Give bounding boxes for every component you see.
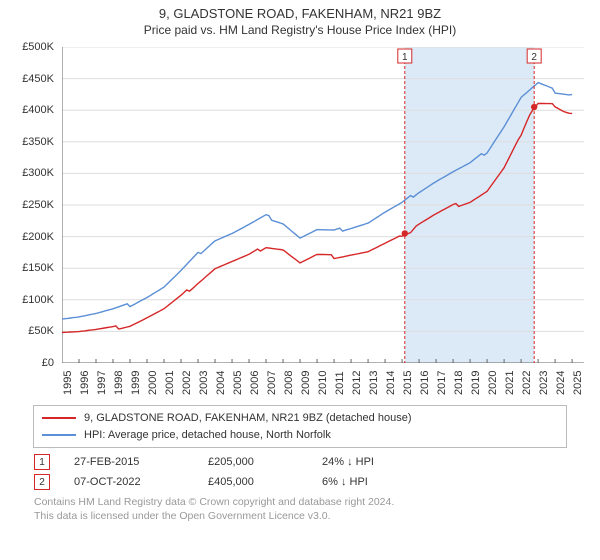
y-tick-label: £450K — [22, 73, 54, 85]
event-diff: 24% ↓ HPI — [322, 456, 412, 468]
x-tick-label: 2010 — [317, 371, 321, 395]
legend: 9, GLADSTONE ROAD, FAKENHAM, NR21 9BZ (d… — [33, 405, 567, 448]
x-tick-label: 2017 — [436, 371, 440, 395]
svg-text:2: 2 — [531, 52, 537, 63]
x-tick-label: 2009 — [300, 371, 304, 395]
x-tick-label: 1995 — [62, 371, 66, 395]
event-marker: 1 — [34, 454, 50, 470]
x-tick-label: 2024 — [555, 371, 559, 395]
y-tick-label: £350K — [22, 136, 54, 148]
page-subtitle: Price paid vs. HM Land Registry's House … — [12, 23, 588, 37]
y-tick-label: £500K — [22, 41, 54, 53]
y-tick-label: £250K — [22, 199, 54, 211]
y-tick-label: £400K — [22, 104, 54, 116]
x-tick-label: 2021 — [504, 371, 508, 395]
x-tick-label: 2002 — [181, 371, 185, 395]
x-tick-label: 2014 — [385, 371, 389, 395]
page-title: 9, GLADSTONE ROAD, FAKENHAM, NR21 9BZ — [12, 6, 588, 21]
x-tick-label: 2012 — [351, 371, 355, 395]
event-price: £405,000 — [208, 476, 298, 488]
x-axis: 1995 1996 1997 1998 1999 2000 2001 2002 2003 2004… — [62, 363, 584, 397]
legend-label: 9, GLADSTONE ROAD, FAKENHAM, NR21 9BZ (d… — [84, 410, 411, 427]
footer-line: This data is licensed under the Open Gov… — [34, 510, 566, 524]
x-tick-label: 2011 — [334, 371, 338, 395]
event-date: 27-FEB-2015 — [74, 456, 184, 468]
event-marker: 2 — [34, 474, 50, 490]
x-tick-label: 2018 — [453, 371, 457, 395]
legend-label: HPI: Average price, detached house, Nort… — [84, 427, 331, 444]
x-tick-label: 2006 — [249, 371, 253, 395]
y-axis: £0£50K£100K£150K£200K£250K£300K£350K£400… — [12, 47, 58, 363]
y-tick-label: £300K — [22, 167, 54, 179]
x-tick-label: 1996 — [79, 371, 83, 395]
x-tick-label: 2000 — [147, 371, 151, 395]
event-date: 07-OCT-2022 — [74, 476, 184, 488]
event-diff: 6% ↓ HPI — [322, 476, 412, 488]
x-tick-label: 2015 — [402, 371, 406, 395]
x-tick-label: 2004 — [215, 371, 219, 395]
x-tick-label: 2003 — [198, 371, 202, 395]
x-tick-label: 2019 — [470, 371, 474, 395]
event-row: 2 07-OCT-2022 £405,000 6% ↓ HPI — [34, 472, 566, 492]
x-tick-label: 1997 — [96, 371, 100, 395]
y-tick-label: £50K — [28, 325, 54, 337]
x-tick-label: 2025 — [572, 371, 576, 395]
legend-item: 9, GLADSTONE ROAD, FAKENHAM, NR21 9BZ (d… — [42, 410, 558, 427]
x-tick-label: 2020 — [487, 371, 491, 395]
footer-line: Contains HM Land Registry data © Crown c… — [34, 496, 566, 510]
x-tick-label: 2008 — [283, 371, 287, 395]
x-tick-label: 2005 — [232, 371, 236, 395]
footer: Contains HM Land Registry data © Crown c… — [34, 496, 566, 523]
x-tick-label: 2001 — [164, 371, 168, 395]
x-tick-label: 2023 — [538, 371, 542, 395]
event-price: £205,000 — [208, 456, 298, 468]
x-tick-label: 2007 — [266, 371, 270, 395]
y-tick-label: £0 — [42, 357, 54, 369]
x-tick-label: 1999 — [130, 371, 134, 395]
sale-events: 1 27-FEB-2015 £205,000 24% ↓ HPI 2 07-OCT-202… — [34, 452, 566, 492]
event-row: 1 27-FEB-2015 £205,000 24% ↓ HPI — [34, 452, 566, 472]
legend-item: HPI: Average price, detached house, Nort… — [42, 427, 558, 444]
x-tick-label: 2022 — [521, 371, 525, 395]
legend-swatch — [42, 434, 76, 436]
y-tick-label: £100K — [22, 294, 54, 306]
y-tick-label: £200K — [22, 231, 54, 243]
plot-area: 12 — [62, 47, 584, 363]
y-tick-label: £150K — [22, 262, 54, 274]
x-tick-label: 2013 — [368, 371, 372, 395]
chart: £0 £50K £100K £150K £200K £250K £300K £350K £400… — [12, 41, 588, 397]
svg-text:1: 1 — [402, 52, 408, 63]
legend-swatch — [42, 417, 76, 419]
x-tick-label: 1998 — [113, 371, 117, 395]
x-tick-label: 2016 — [419, 371, 423, 395]
